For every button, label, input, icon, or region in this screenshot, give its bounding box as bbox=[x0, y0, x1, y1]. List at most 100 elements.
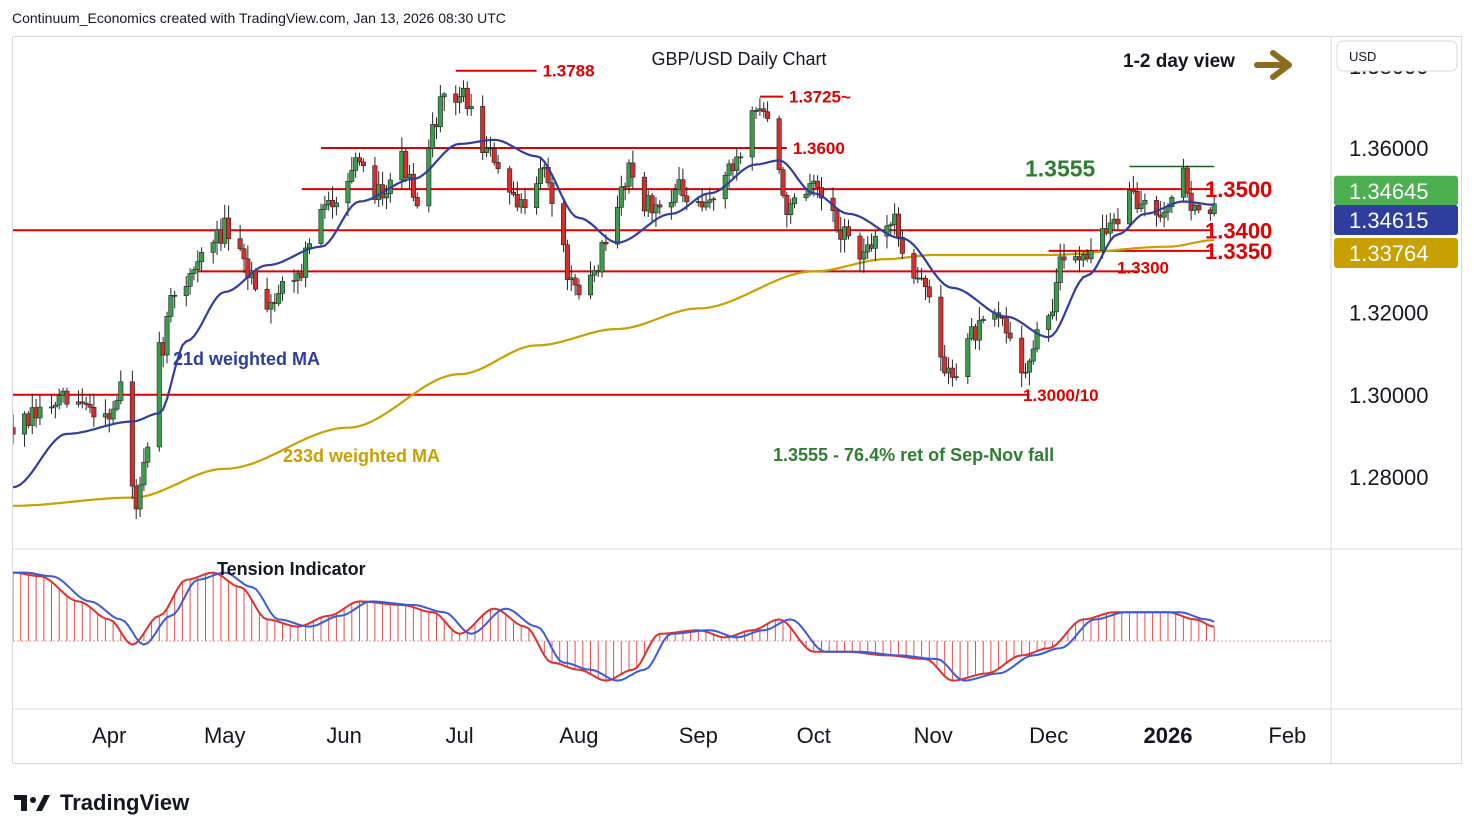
candle bbox=[1142, 193, 1148, 217]
candle bbox=[738, 152, 744, 164]
candle bbox=[753, 107, 759, 119]
candle bbox=[276, 284, 282, 307]
candle bbox=[1196, 202, 1202, 214]
candle-body bbox=[949, 367, 955, 378]
candle bbox=[911, 248, 917, 284]
indicator-fast-line bbox=[13, 571, 1215, 682]
candle bbox=[264, 277, 270, 313]
candle-body bbox=[1007, 332, 1013, 339]
candle bbox=[330, 186, 336, 219]
candle bbox=[64, 387, 70, 408]
candle bbox=[1138, 190, 1144, 212]
candle-body bbox=[199, 252, 205, 263]
candle-body bbox=[430, 124, 436, 149]
candle-body bbox=[279, 281, 285, 294]
candle bbox=[1115, 208, 1121, 230]
candle bbox=[1050, 299, 1056, 320]
candle bbox=[888, 221, 894, 237]
candle-body bbox=[672, 189, 678, 203]
candle bbox=[52, 401, 58, 419]
candle bbox=[653, 196, 659, 227]
tradingview-logo[interactable]: TradingView bbox=[14, 790, 189, 816]
candle-body bbox=[649, 195, 655, 214]
candle-body bbox=[872, 235, 878, 249]
candle bbox=[137, 476, 143, 517]
candle bbox=[761, 102, 767, 118]
chart-frame[interactable]: 1.3788 1.3725~ 1.3600 1.3500 1.3400 1.3350 1.3… bbox=[12, 36, 1463, 765]
candle bbox=[360, 158, 366, 172]
candle bbox=[599, 239, 605, 278]
candle bbox=[145, 442, 151, 468]
annotation-0: 21d weighted MA bbox=[173, 349, 320, 369]
candle-body bbox=[145, 446, 151, 463]
candle-body bbox=[976, 320, 982, 341]
candle bbox=[345, 172, 351, 217]
candle bbox=[788, 198, 794, 224]
candle-body bbox=[603, 241, 609, 245]
candle bbox=[587, 261, 593, 300]
candle-body bbox=[110, 408, 116, 420]
candle bbox=[672, 183, 678, 207]
candle bbox=[707, 187, 713, 209]
currency-button[interactable]: USD bbox=[1336, 40, 1458, 72]
candle bbox=[780, 166, 786, 199]
candle bbox=[279, 276, 285, 301]
candle bbox=[980, 315, 986, 324]
candle-body bbox=[195, 261, 201, 270]
candle-body bbox=[1057, 256, 1063, 283]
level-label-5: 1.3350 bbox=[1205, 239, 1272, 264]
candle bbox=[699, 188, 705, 212]
ma21-line bbox=[13, 138, 1215, 489]
candle-body bbox=[1030, 348, 1036, 362]
candle-body bbox=[1127, 189, 1133, 225]
candle bbox=[949, 359, 955, 387]
candle-body bbox=[480, 106, 486, 153]
candle-body bbox=[980, 318, 986, 321]
candle bbox=[322, 195, 328, 219]
candle bbox=[680, 168, 686, 203]
candle-body bbox=[614, 206, 620, 245]
candle bbox=[861, 238, 867, 273]
candle bbox=[749, 106, 755, 171]
candle bbox=[195, 250, 201, 283]
candle-body bbox=[834, 210, 840, 231]
candle bbox=[1088, 238, 1094, 264]
candle-body bbox=[780, 169, 786, 196]
candle bbox=[141, 448, 147, 491]
candle-body bbox=[226, 217, 232, 240]
candle-body bbox=[680, 179, 686, 197]
level-label-2: 1.3600 bbox=[793, 139, 845, 158]
x-tick-label: Nov bbox=[914, 723, 953, 748]
candle bbox=[534, 176, 540, 215]
candle-body bbox=[641, 176, 647, 212]
candle bbox=[13, 414, 16, 444]
candle bbox=[349, 156, 355, 184]
chart-title: GBP/USD Daily Chart bbox=[651, 49, 826, 69]
candle bbox=[926, 279, 932, 304]
candle-body bbox=[1161, 211, 1167, 218]
candle bbox=[403, 149, 409, 183]
candle-body bbox=[52, 404, 58, 408]
candle bbox=[437, 85, 443, 133]
candle bbox=[1130, 175, 1136, 195]
indicator-name: Tension Indicator bbox=[217, 559, 366, 579]
candle-body bbox=[653, 204, 659, 214]
candle-body bbox=[468, 106, 474, 110]
candle-body bbox=[1003, 316, 1009, 334]
candle-body bbox=[303, 247, 309, 278]
candle-body bbox=[1142, 200, 1148, 205]
candle-body bbox=[630, 162, 636, 178]
candle-body bbox=[895, 213, 901, 238]
candle-body bbox=[87, 404, 93, 408]
candle-body bbox=[210, 242, 216, 253]
candle bbox=[110, 400, 116, 424]
candle bbox=[857, 232, 863, 272]
candle-body bbox=[522, 199, 528, 208]
candle bbox=[1019, 325, 1025, 388]
candle-body bbox=[437, 96, 443, 128]
candle bbox=[765, 101, 771, 123]
candle bbox=[818, 177, 824, 211]
candle-body bbox=[534, 183, 540, 208]
candle-body bbox=[1134, 191, 1140, 210]
